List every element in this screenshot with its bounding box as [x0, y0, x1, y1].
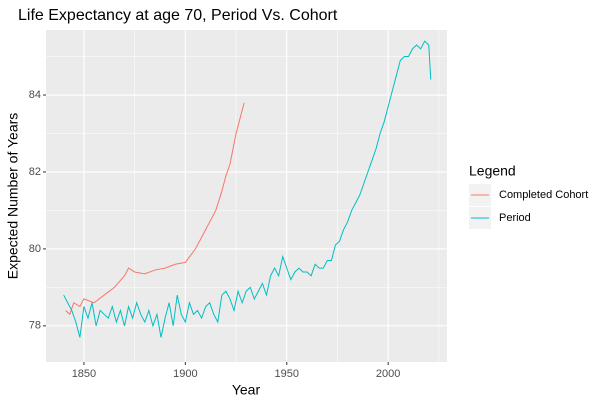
plot-panel	[46, 30, 447, 362]
y-tick-label: 78	[29, 320, 41, 332]
x-tick-label: 1950	[275, 368, 299, 380]
legend-label: Completed Cohort	[499, 189, 588, 201]
y-axis-title: Expected Number of Years	[5, 113, 21, 280]
y-tick-label: 84	[29, 89, 41, 101]
y-tick-label: 80	[29, 243, 41, 255]
x-tick-label: 2000	[376, 368, 400, 380]
series-line	[63, 40, 432, 338]
legend-title: Legend	[469, 163, 516, 179]
x-tick-label: 1900	[173, 368, 197, 380]
chart-title: Life Expectancy at age 70, Period Vs. Co…	[18, 7, 338, 24]
y-tick-label: 82	[29, 166, 41, 178]
x-axis-title: Year	[232, 382, 261, 398]
series-line	[65, 102, 245, 316]
legend-label: Period	[499, 212, 531, 224]
x-tick-label: 1850	[72, 368, 96, 380]
